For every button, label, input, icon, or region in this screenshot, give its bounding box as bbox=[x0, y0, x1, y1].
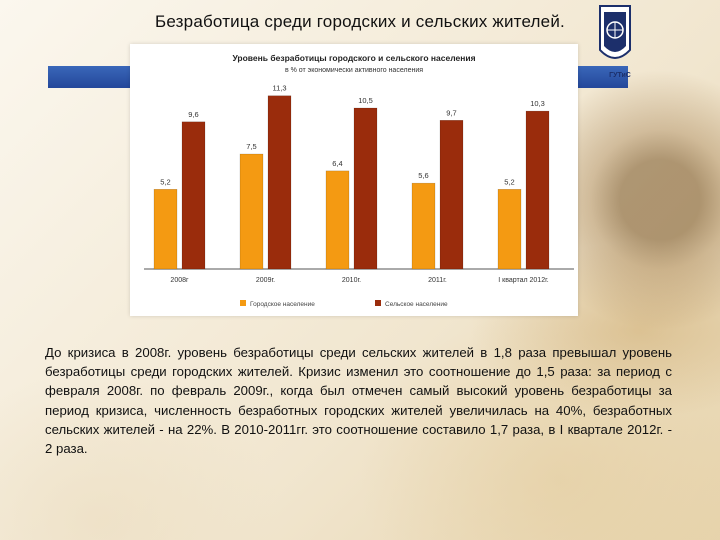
bar-urban-4 bbox=[497, 189, 522, 270]
bar-rural-3 bbox=[439, 120, 464, 270]
bar-label-urban-4: 5,2 bbox=[504, 177, 514, 186]
x-tick-label-1: 2009г. bbox=[256, 277, 275, 284]
bar-urban-1 bbox=[239, 153, 264, 270]
legend-label-urban: Городское население bbox=[250, 301, 315, 308]
x-tick-label-0: 2008г bbox=[170, 277, 189, 284]
bar-label-rural-3: 9,7 bbox=[446, 108, 456, 117]
x-tick-label-2: 2010г. bbox=[342, 277, 361, 284]
bar-urban-3 bbox=[411, 182, 436, 270]
bar-label-rural-0: 9,6 bbox=[188, 110, 198, 119]
unemployment-chart: Уровень безработицы городского и сельско… bbox=[144, 53, 574, 308]
chart-title: Уровень безработицы городского и сельско… bbox=[232, 53, 475, 63]
university-logo bbox=[599, 5, 631, 59]
bar-label-urban-3: 5,6 bbox=[418, 171, 428, 180]
legend-swatch-urban bbox=[240, 300, 246, 306]
bar-label-urban-1: 7,5 bbox=[246, 142, 256, 151]
bar-rural-4 bbox=[525, 110, 550, 270]
chart-card: Уровень безработицы городского и сельско… bbox=[130, 44, 578, 316]
legend-label-rural: Сельское население bbox=[385, 301, 448, 308]
bar-label-rural-1: 11,3 bbox=[272, 84, 286, 93]
bar-rural-1 bbox=[267, 95, 292, 270]
bar-urban-0 bbox=[153, 189, 178, 270]
bar-label-urban-2: 6,4 bbox=[332, 159, 342, 168]
logo-caption: ГУТиС bbox=[609, 72, 631, 79]
bar-rural-2 bbox=[353, 107, 378, 270]
description-paragraph: До кризиса в 2008г. уровень безработицы … bbox=[45, 345, 672, 457]
chart-subtitle: в % от экономически активного населения bbox=[285, 67, 423, 74]
x-tick-label-4: I квартал 2012г. bbox=[498, 277, 549, 284]
legend-swatch-rural bbox=[375, 300, 381, 306]
bar-label-rural-4: 10,3 bbox=[530, 99, 545, 108]
bar-urban-2 bbox=[325, 170, 350, 270]
bar-label-urban-0: 5,2 bbox=[160, 177, 170, 186]
bar-rural-0 bbox=[181, 121, 206, 270]
slide-title: Безработица среди городских и сельских ж… bbox=[155, 12, 565, 31]
x-tick-label-3: 2011г. bbox=[428, 277, 447, 284]
bar-label-rural-2: 10,5 bbox=[358, 96, 373, 105]
